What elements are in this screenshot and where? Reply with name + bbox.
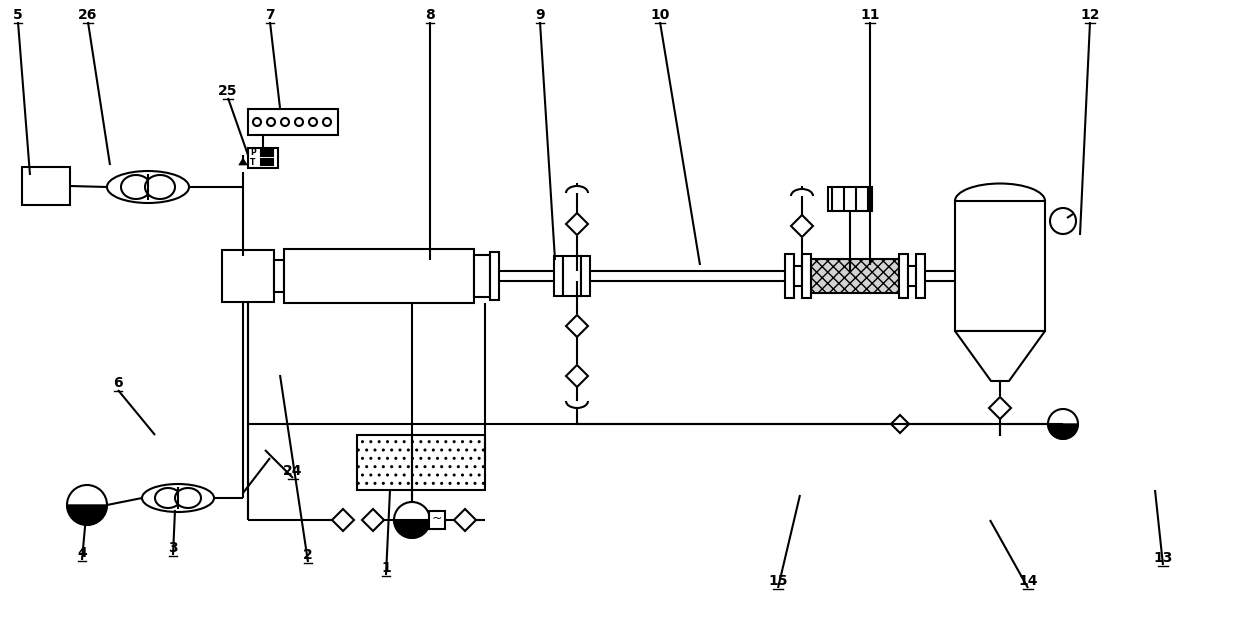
Bar <box>357 435 485 490</box>
Circle shape <box>281 118 289 126</box>
Circle shape <box>295 118 303 126</box>
Text: 2: 2 <box>303 548 312 562</box>
Ellipse shape <box>145 175 175 199</box>
Text: 7: 7 <box>265 8 275 22</box>
Bar <box>794 266 802 286</box>
Text: 6: 6 <box>113 376 123 390</box>
Text: 25: 25 <box>218 84 238 98</box>
Bar <box>899 254 908 298</box>
Bar <box>916 254 925 298</box>
Ellipse shape <box>955 184 1045 218</box>
Text: 15: 15 <box>769 574 787 588</box>
Text: 26: 26 <box>78 8 98 22</box>
Bar <box>802 254 811 298</box>
Text: 11: 11 <box>861 8 879 22</box>
Wedge shape <box>67 505 107 525</box>
Text: 12: 12 <box>1080 8 1100 22</box>
Text: 5: 5 <box>14 8 22 22</box>
Bar <box>474 255 490 297</box>
Circle shape <box>1050 208 1076 234</box>
Bar <box>582 256 590 296</box>
Text: 24: 24 <box>283 464 303 478</box>
Circle shape <box>253 118 260 126</box>
Text: T: T <box>250 158 255 167</box>
Bar <box>955 201 1045 331</box>
Bar <box>274 260 284 292</box>
Text: 10: 10 <box>650 8 670 22</box>
Wedge shape <box>1048 424 1078 439</box>
Bar <box>260 159 273 165</box>
Text: 8: 8 <box>425 8 435 22</box>
Text: 4: 4 <box>77 546 87 560</box>
Ellipse shape <box>175 488 201 508</box>
Bar <box>554 256 563 296</box>
Bar <box>828 187 872 211</box>
Text: ~: ~ <box>432 512 443 525</box>
Ellipse shape <box>107 171 188 203</box>
Circle shape <box>1048 409 1078 439</box>
Bar <box>563 256 582 296</box>
Polygon shape <box>955 331 1045 381</box>
Bar <box>429 511 445 529</box>
Ellipse shape <box>143 484 215 512</box>
Circle shape <box>67 485 107 525</box>
Bar <box>785 254 794 298</box>
Bar <box>490 252 498 300</box>
Bar <box>260 150 273 156</box>
Text: P: P <box>250 148 255 157</box>
Bar <box>248 109 339 135</box>
Wedge shape <box>394 520 430 538</box>
Polygon shape <box>239 158 247 165</box>
Text: 3: 3 <box>169 541 177 555</box>
Text: 13: 13 <box>1153 551 1173 565</box>
Bar <box>284 249 474 303</box>
Text: 9: 9 <box>536 8 544 22</box>
Bar <box>248 148 278 168</box>
Circle shape <box>322 118 331 126</box>
Bar <box>222 250 274 302</box>
Ellipse shape <box>122 175 151 199</box>
Circle shape <box>309 118 317 126</box>
Circle shape <box>267 118 275 126</box>
Ellipse shape <box>155 488 181 508</box>
Text: 1: 1 <box>381 561 391 575</box>
Bar <box>22 167 69 205</box>
Bar <box>908 266 916 286</box>
Bar <box>811 259 899 293</box>
Circle shape <box>394 502 430 538</box>
Text: 14: 14 <box>1018 574 1038 588</box>
